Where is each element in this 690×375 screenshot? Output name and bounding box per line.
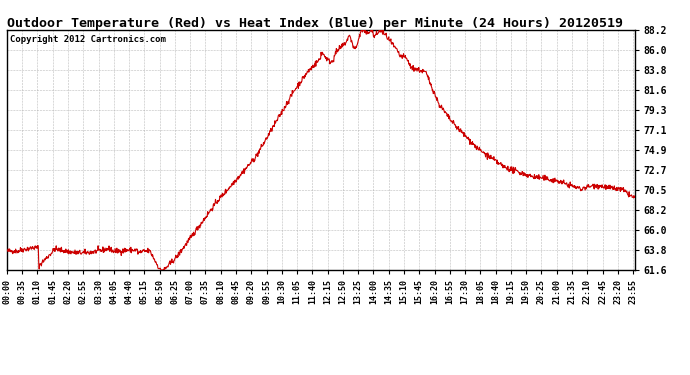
Text: Copyright 2012 Cartronics.com: Copyright 2012 Cartronics.com: [10, 35, 166, 44]
Text: Outdoor Temperature (Red) vs Heat Index (Blue) per Minute (24 Hours) 20120519: Outdoor Temperature (Red) vs Heat Index …: [7, 17, 623, 30]
